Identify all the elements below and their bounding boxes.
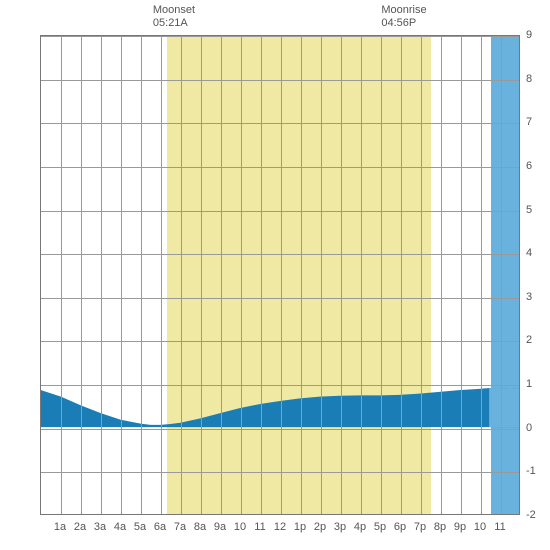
gridline-v xyxy=(301,36,302,514)
gridline-v xyxy=(381,36,382,514)
gridline-v xyxy=(421,36,422,514)
gridline-h xyxy=(41,123,519,124)
x-tick-label: 1a xyxy=(54,521,66,533)
gridline-h xyxy=(41,211,519,212)
gridline-v xyxy=(401,36,402,514)
x-tick-label: 2a xyxy=(74,521,86,533)
x-tick-label: 7p xyxy=(414,521,426,533)
x-tick-label: 7a xyxy=(174,521,186,533)
x-tick-label: 9a xyxy=(214,521,226,533)
tide-area xyxy=(41,36,519,514)
x-tick-label: 12 xyxy=(274,521,286,533)
y-tick-label: 9 xyxy=(526,29,532,41)
y-tick-label: 6 xyxy=(526,160,532,172)
gridline-h xyxy=(41,298,519,299)
x-tick-label: 4a xyxy=(114,521,126,533)
x-tick-label: 1p xyxy=(294,521,306,533)
annotation-time: 05:21A xyxy=(153,17,195,30)
gridline-v xyxy=(201,36,202,514)
gridline-h xyxy=(41,429,519,430)
gridline-v xyxy=(281,36,282,514)
annotation-title: Moonrise xyxy=(381,4,426,17)
tide-fill xyxy=(41,388,519,427)
y-tick-label: -2 xyxy=(526,509,536,521)
gridline-v xyxy=(341,36,342,514)
gridline-v xyxy=(241,36,242,514)
x-tick-label: 10 xyxy=(234,521,246,533)
x-tick-label: 2p xyxy=(314,521,326,533)
gridline-v xyxy=(181,36,182,514)
x-tick-label: 3a xyxy=(94,521,106,533)
y-tick-label: 7 xyxy=(526,116,532,128)
gridline-v xyxy=(481,36,482,514)
gridline-v xyxy=(81,36,82,514)
y-tick-label: 1 xyxy=(526,378,532,390)
y-tick-label: 3 xyxy=(526,291,532,303)
gridline-h xyxy=(41,80,519,81)
gridline-v xyxy=(61,36,62,514)
y-tick-label: 5 xyxy=(526,204,532,216)
gridline-h xyxy=(41,254,519,255)
gridline-h xyxy=(41,36,519,37)
x-tick-label: 4p xyxy=(354,521,366,533)
gridline-v xyxy=(361,36,362,514)
gridline-v xyxy=(221,36,222,514)
x-tick-label: 8a xyxy=(194,521,206,533)
annotation-title: Moonset xyxy=(153,4,195,17)
gridline-h xyxy=(41,385,519,386)
y-tick-label: 0 xyxy=(526,422,532,434)
tide-fill-post xyxy=(489,388,519,427)
x-tick-label: 11 xyxy=(494,521,505,533)
y-tick-label: -1 xyxy=(526,465,536,477)
x-tick-label: 8p xyxy=(434,521,446,533)
gridline-h xyxy=(41,472,519,473)
moonset-label: Moonset05:21A xyxy=(153,4,195,30)
tide-chart: -2-101234567891a2a3a4a5a6a7a8a9a1011121p… xyxy=(0,0,550,550)
gridline-h xyxy=(41,341,519,342)
y-tick-label: 8 xyxy=(526,73,532,85)
x-tick-label: 10 xyxy=(474,521,486,533)
x-tick-label: 5a xyxy=(134,521,146,533)
annotation-time: 04:56P xyxy=(381,17,426,30)
gridline-v xyxy=(501,36,502,514)
gridline-v xyxy=(461,36,462,514)
gridline-v xyxy=(161,36,162,514)
gridline-v xyxy=(121,36,122,514)
x-tick-label: 5p xyxy=(374,521,386,533)
gridline-v xyxy=(141,36,142,514)
x-tick-label: 9p xyxy=(454,521,466,533)
x-tick-label: 6a xyxy=(154,521,166,533)
gridline-v xyxy=(441,36,442,514)
plot-area xyxy=(40,35,520,515)
x-tick-label: 11 xyxy=(254,521,265,533)
gridline-v xyxy=(321,36,322,514)
x-tick-label: 3p xyxy=(334,521,346,533)
moonrise-label: Moonrise04:56P xyxy=(381,4,426,30)
y-tick-label: 4 xyxy=(526,247,532,259)
x-tick-label: 6p xyxy=(394,521,406,533)
gridline-v xyxy=(101,36,102,514)
y-tick-label: 2 xyxy=(526,334,532,346)
gridline-h xyxy=(41,167,519,168)
gridline-v xyxy=(261,36,262,514)
